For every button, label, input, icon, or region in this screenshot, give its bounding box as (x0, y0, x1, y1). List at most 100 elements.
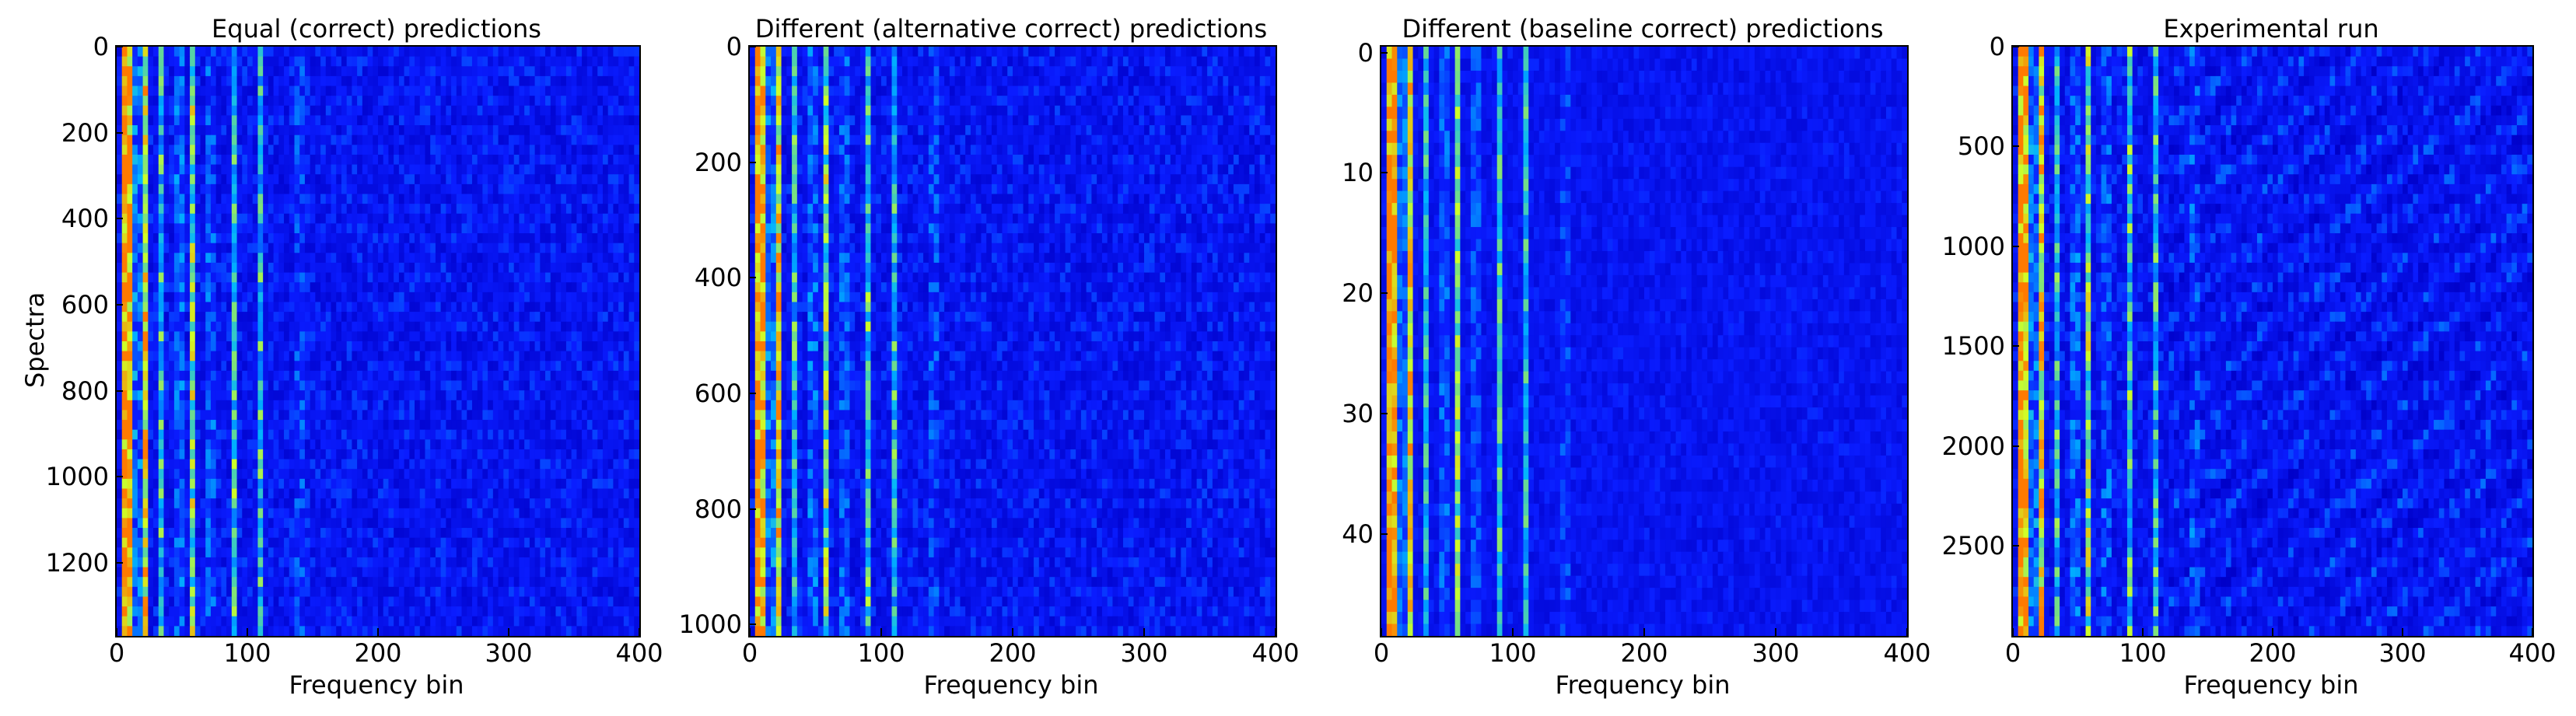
heatmap-cell (550, 105, 557, 117)
heatmap-cell (336, 400, 342, 411)
heatmap-cell (231, 469, 238, 480)
heatmap-cell (404, 361, 410, 372)
heatmap-cell (117, 439, 123, 450)
heatmap-cell (331, 488, 337, 499)
heatmap-cell (205, 331, 212, 342)
heatmap-cell (142, 204, 149, 215)
heatmap-cell (357, 488, 363, 499)
heatmap-cell (425, 56, 431, 67)
heatmap-cell (341, 390, 348, 401)
heatmap-cell (284, 66, 290, 77)
heatmap-cell (289, 154, 296, 166)
heatmap-cell (163, 370, 170, 382)
heatmap-cell (142, 459, 149, 470)
heatmap-cell (571, 488, 577, 499)
heatmap-cell (336, 47, 342, 58)
heatmap-cell (336, 174, 342, 185)
heatmap-cell (561, 420, 567, 431)
heatmap-cell (158, 341, 165, 352)
heatmap-cell (215, 420, 222, 431)
heatmap-cell (132, 105, 138, 117)
heatmap-cell (137, 449, 144, 460)
heatmap-cell (210, 86, 217, 96)
heatmap-cell (179, 321, 185, 332)
heatmap-cell (628, 145, 635, 155)
heatmap-cell (142, 478, 149, 490)
heatmap-cell (565, 518, 572, 529)
heatmap-cell (179, 75, 185, 87)
heatmap-cell (435, 488, 442, 499)
heatmap-cell (205, 528, 212, 539)
heatmap-cell (148, 66, 154, 77)
heatmap-cell (451, 331, 457, 342)
heatmap-cell (613, 478, 619, 490)
heatmap-cell (398, 488, 405, 499)
heatmap-cell (461, 410, 467, 421)
heatmap-cell (488, 488, 494, 499)
heatmap-cell (205, 518, 212, 529)
heatmap-cell (471, 86, 478, 96)
heatmap-cell (565, 390, 572, 401)
heatmap-cell (419, 66, 426, 77)
heatmap-cell (184, 115, 191, 126)
heatmap-cell (362, 243, 369, 253)
heatmap-cell (215, 47, 222, 58)
heatmap-cell (231, 56, 238, 67)
heatmap-cell (252, 56, 259, 67)
heatmap-cell (278, 164, 285, 175)
heatmap-cell (613, 154, 619, 166)
heatmap-cell (137, 66, 144, 77)
heatmap-cell (242, 282, 248, 293)
heatmap-cell (586, 508, 593, 519)
heatmap-cell (158, 508, 165, 519)
heatmap-cell (451, 105, 457, 117)
heatmap-cell (173, 115, 180, 126)
heatmap-cell (346, 253, 352, 264)
heatmap-cell (194, 390, 201, 401)
heatmap-cell (127, 420, 133, 431)
heatmap-cell (582, 154, 588, 166)
heatmap-cell (373, 341, 379, 352)
heatmap-cell (524, 331, 530, 342)
heatmap-cell (137, 478, 144, 490)
heatmap-cell (299, 370, 306, 382)
heatmap-cell (467, 56, 473, 67)
heatmap-cell (132, 439, 138, 450)
heatmap-cell (148, 56, 154, 67)
heatmap-cell (346, 174, 352, 185)
heatmap-cell (132, 528, 138, 539)
heatmap-cell (398, 292, 405, 303)
heatmap-cell (148, 262, 154, 274)
heatmap-cell (121, 134, 128, 145)
heatmap-cell (394, 518, 400, 529)
heatmap-cell (336, 351, 342, 361)
heatmap-cell (388, 145, 394, 155)
heatmap-cell (142, 253, 149, 264)
heatmap-cell (257, 370, 264, 382)
heatmap-cell (352, 96, 358, 107)
heatmap-cell (378, 429, 384, 440)
heatmap-cell (461, 75, 467, 87)
heatmap-cell (194, 410, 201, 421)
heatmap-cell (315, 154, 321, 166)
heatmap-cell (404, 56, 410, 67)
heatmap-cell (127, 194, 133, 204)
heatmap-cell (519, 321, 525, 332)
heatmap-cell (415, 341, 421, 352)
heatmap-cell (425, 469, 431, 480)
heatmap-cell (571, 272, 577, 283)
heatmap-cell (200, 312, 206, 323)
heatmap-cell (477, 449, 483, 460)
heatmap-cell (592, 400, 598, 411)
heatmap-cell (550, 341, 557, 352)
heatmap-cell (503, 174, 509, 185)
heatmap-cell (565, 134, 572, 145)
heatmap-cell (148, 75, 154, 87)
heatmap-cell (190, 253, 196, 264)
heatmap-cell (173, 351, 180, 361)
heatmap-cell (534, 272, 541, 283)
heatmap-cell (451, 420, 457, 431)
heatmap-cell (194, 429, 201, 440)
heatmap-cell (336, 429, 342, 440)
heatmap-cell (336, 86, 342, 96)
